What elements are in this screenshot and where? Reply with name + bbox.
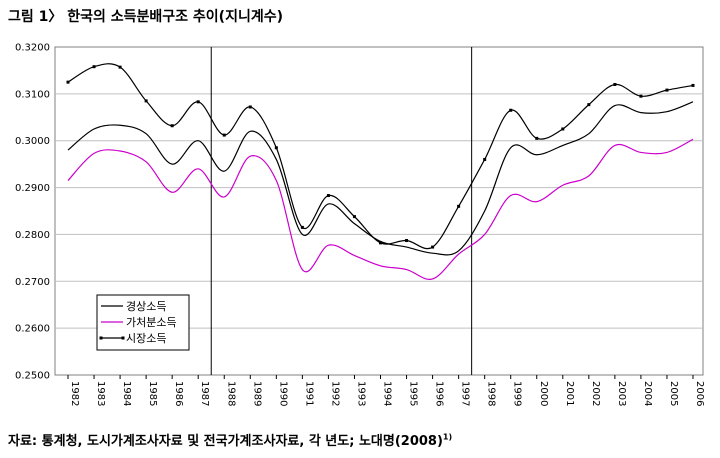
x-tick-label: 1991 xyxy=(303,381,314,406)
y-tick-label: 0.3000 xyxy=(15,136,50,147)
x-tick-labels: 1982 1983 1984 1985 1986 1987 1988 1989 1990 1991… xyxy=(67,375,705,406)
series-line-2 xyxy=(67,138,694,280)
x-tick-label: 1992 xyxy=(329,381,340,406)
series-point-3 xyxy=(196,100,200,104)
source-note: 자료: 통계청, 도시가계조사자료 및 전국가계조사자료, 각 년도; 노대명(… xyxy=(8,430,452,449)
series-point-3 xyxy=(483,157,487,161)
x-tick-label: 1995 xyxy=(408,381,419,406)
y-tick-label: 0.2600 xyxy=(15,324,50,335)
gini-line-chart: 0.2500 0.2600 0.2700 0.2800 0.2900 0.3000 0.31… xyxy=(15,43,705,407)
series-point-3 xyxy=(587,103,591,107)
x-tick-label: 1984 xyxy=(121,381,132,406)
y-tick-label: 0.3200 xyxy=(15,43,50,54)
series-line-1 xyxy=(67,101,694,256)
x-tick-label: 1990 xyxy=(277,381,288,406)
x-tick-label: 2000 xyxy=(538,381,549,406)
series-point-3 xyxy=(274,146,278,150)
legend-label-1: 경상소득 xyxy=(126,300,166,313)
x-tick-label: 2004 xyxy=(642,381,653,406)
y-tick-label: 0.2500 xyxy=(15,371,50,382)
series-point-3 xyxy=(613,82,617,86)
x-tick-label: 2006 xyxy=(694,381,705,406)
x-tick-label: 1996 xyxy=(434,381,445,406)
series-point-3 xyxy=(326,194,330,198)
x-tick-label: 1993 xyxy=(355,381,366,406)
legend-label-2: 가처분소득 xyxy=(126,316,177,329)
x-tick-label: 1988 xyxy=(225,381,236,406)
x-tick-label: 2002 xyxy=(590,381,601,406)
legend-marker xyxy=(99,336,103,340)
series-point-3 xyxy=(665,88,669,92)
plot-frame xyxy=(54,46,704,376)
series-point-3 xyxy=(431,245,435,249)
series-point-3 xyxy=(535,136,539,140)
series-point-3 xyxy=(509,108,513,112)
series-point-3 xyxy=(561,127,565,131)
source-text: 자료: 통계청, 도시가계조사자료 및 전국가계조사자료, 각 년도; 노대명(… xyxy=(8,434,443,449)
series-point-3 xyxy=(352,215,356,219)
series-point-3 xyxy=(92,65,96,69)
y-tick-labels: 0.2500 0.2600 0.2700 0.2800 0.2900 0.3000 0.31… xyxy=(15,43,50,382)
series-point-3 xyxy=(66,80,70,84)
series-point-3 xyxy=(170,124,174,128)
period-divider-lines xyxy=(210,47,473,375)
series-point-3 xyxy=(405,239,409,243)
source-footnote-mark: 1) xyxy=(442,432,453,442)
series-line-3 xyxy=(67,63,694,250)
x-tick-label: 1983 xyxy=(95,381,106,406)
legend-label-3: 시장소득 xyxy=(126,332,166,345)
x-tick-label: 1982 xyxy=(69,381,80,406)
y-tick-label: 0.3100 xyxy=(15,89,50,100)
y-tick-label: 0.2800 xyxy=(15,230,50,241)
series-point-3 xyxy=(457,204,461,208)
series-point-3 xyxy=(222,133,226,137)
legend-marker xyxy=(121,336,125,340)
series-point-3 xyxy=(639,94,643,98)
y-tick-label: 0.2900 xyxy=(15,183,50,194)
series-point-3 xyxy=(144,99,148,103)
series-point-3 xyxy=(691,83,695,87)
x-tick-label: 1994 xyxy=(382,381,393,406)
y-tick-label: 0.2700 xyxy=(15,277,50,288)
x-tick-label: 2005 xyxy=(668,381,679,406)
x-tick-label: 1987 xyxy=(199,381,210,406)
x-tick-label: 1998 xyxy=(486,381,497,406)
x-tick-label: 2001 xyxy=(564,381,575,406)
x-tick-label: 1989 xyxy=(251,381,262,406)
series-point-3 xyxy=(118,65,122,69)
y-gridlines xyxy=(55,93,703,329)
series-point-3 xyxy=(248,105,252,109)
series-group xyxy=(66,63,695,280)
figure-title: 그림 1〉 한국의 소득분배구조 추이(지니계수) xyxy=(8,9,283,25)
series-point-3 xyxy=(300,225,304,229)
x-tick-label: 1999 xyxy=(512,381,523,406)
series-point-3 xyxy=(379,241,382,245)
x-tick-label: 1997 xyxy=(460,381,471,406)
x-tick-label: 1985 xyxy=(147,381,158,406)
x-tick-label: 1986 xyxy=(173,381,184,406)
x-tick-label: 2003 xyxy=(616,381,627,406)
